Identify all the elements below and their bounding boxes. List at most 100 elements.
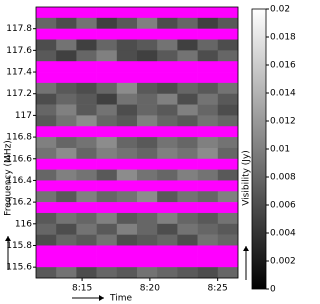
cell [217, 93, 239, 105]
cell [56, 147, 77, 160]
x-axis-label: Time [109, 294, 132, 304]
flagged-cell [116, 61, 138, 73]
flagged-cell [157, 180, 178, 192]
flagged-cell [157, 158, 178, 170]
cell [116, 169, 138, 181]
colorbar-tick-label: 0.012 [270, 117, 296, 127]
flagged-cell [96, 7, 118, 19]
cell [116, 223, 138, 235]
cell [177, 93, 198, 105]
cell [217, 82, 239, 95]
flagged-cell [56, 126, 77, 138]
flagged-cell [56, 180, 77, 192]
cell [197, 267, 219, 279]
colorbar-tick-label: 0.018 [270, 33, 296, 43]
cell [137, 212, 158, 225]
flagged-cell [157, 126, 178, 138]
flagged-cell [56, 245, 77, 257]
cell [177, 50, 198, 62]
cell [96, 234, 118, 246]
flagged-cell [56, 202, 77, 214]
flagged-cell [76, 245, 97, 257]
flagged-cell [137, 7, 158, 19]
flagged-cell [76, 61, 97, 73]
cell [76, 212, 97, 225]
cell [197, 50, 219, 62]
y-tick-label: 117.8 [6, 24, 32, 34]
flagged-cell [96, 202, 118, 214]
cell [217, 147, 239, 160]
cell [96, 191, 118, 203]
flagged-cell [137, 180, 158, 192]
flagged-cell [177, 126, 198, 138]
cell [197, 39, 219, 51]
y-axis-arrowhead [5, 236, 11, 241]
flagged-cell [56, 158, 77, 170]
cell [76, 137, 97, 149]
cell [76, 93, 97, 105]
cell [56, 223, 77, 235]
flagged-cell [157, 245, 178, 257]
cell [137, 82, 158, 95]
flagged-cell [76, 158, 97, 170]
x-axis-arrowhead [99, 295, 104, 301]
cell [177, 147, 198, 160]
cell [137, 39, 158, 51]
flagged-cell [197, 72, 219, 84]
cell [157, 17, 178, 29]
flagged-cell [157, 72, 178, 84]
cell [96, 137, 118, 149]
flagged-cell [137, 202, 158, 214]
y-tick-label: 115.6 [6, 263, 32, 273]
cell [137, 115, 158, 127]
flagged-cell [197, 202, 219, 214]
flagged-cell [177, 245, 198, 257]
cell [96, 104, 118, 116]
flagged-cell [197, 61, 219, 73]
cell [157, 267, 178, 279]
flagged-cell [217, 126, 239, 138]
cell [56, 234, 77, 246]
flagged-cell [76, 256, 97, 268]
cell [137, 147, 158, 160]
cell [177, 169, 198, 181]
cell [116, 212, 138, 225]
flagged-cell [217, 180, 239, 192]
cell [217, 39, 239, 51]
y-tick-label: 116.8 [6, 133, 32, 143]
cell [76, 191, 97, 203]
cell [137, 93, 158, 105]
flagged-cell [197, 245, 219, 257]
cell [177, 223, 198, 235]
cell [177, 17, 198, 29]
cell [36, 82, 57, 95]
flagged-cell [36, 180, 57, 192]
cell [197, 137, 219, 149]
cell [157, 93, 178, 105]
flagged-cell [56, 72, 77, 84]
cell [36, 39, 57, 51]
flagged-cell [157, 202, 178, 214]
flagged-cell [137, 28, 158, 40]
flagged-cell [217, 61, 239, 73]
colorbar-tick-label: 0.01 [270, 145, 290, 155]
y-tick-label: 116.4 [6, 176, 32, 186]
cell [217, 234, 239, 246]
cell [36, 115, 57, 127]
cell [96, 39, 118, 51]
cell [116, 93, 138, 105]
cell [157, 223, 178, 235]
cell [36, 169, 57, 181]
cell [157, 191, 178, 203]
colorbar-tick-label: 0.008 [270, 173, 296, 183]
cell [157, 82, 178, 95]
cell [36, 234, 57, 246]
cell [36, 147, 57, 160]
cell [36, 223, 57, 235]
flagged-cell [36, 72, 57, 84]
cell [217, 267, 239, 279]
cell [96, 267, 118, 279]
flagged-cell [36, 7, 57, 19]
cell [217, 115, 239, 127]
flagged-cell [116, 72, 138, 84]
